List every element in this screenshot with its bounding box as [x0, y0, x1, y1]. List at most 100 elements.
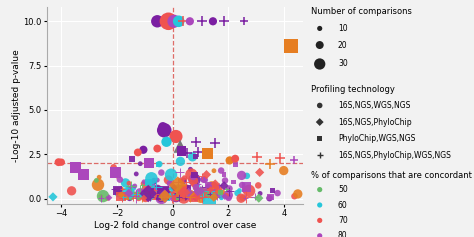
- Point: [209, 193, 217, 196]
- Point: [174, 186, 182, 189]
- Text: PhyloChip,WGS,NGS: PhyloChip,WGS,NGS: [338, 134, 415, 143]
- Point: [199, 193, 206, 196]
- Point: [139, 191, 147, 195]
- Point: [226, 189, 233, 193]
- Point: [218, 169, 225, 173]
- Point: [240, 19, 247, 23]
- Point: [164, 187, 172, 191]
- X-axis label: Log-2 fold change control over case: Log-2 fold change control over case: [94, 221, 256, 230]
- Point: [164, 193, 171, 197]
- Point: [147, 183, 155, 187]
- Point: [154, 178, 161, 182]
- Point: [118, 187, 126, 191]
- Point: [316, 120, 323, 124]
- Point: [167, 192, 174, 196]
- Point: [239, 196, 246, 200]
- Point: [179, 19, 187, 23]
- Point: [161, 192, 168, 196]
- Point: [191, 155, 199, 159]
- Point: [209, 189, 217, 193]
- Y-axis label: -Log-10 adjusted p-value: -Log-10 adjusted p-value: [12, 49, 21, 162]
- Point: [182, 196, 189, 200]
- Point: [174, 196, 182, 200]
- Point: [216, 187, 223, 191]
- Point: [191, 186, 199, 190]
- Point: [179, 196, 187, 199]
- Point: [178, 185, 185, 189]
- Point: [236, 189, 243, 192]
- Point: [155, 189, 162, 192]
- Point: [316, 43, 323, 47]
- Text: % of comparisons that are concordant: % of comparisons that are concordant: [311, 171, 472, 180]
- Point: [139, 194, 146, 198]
- Point: [168, 187, 175, 191]
- Point: [166, 182, 173, 185]
- Point: [197, 189, 205, 193]
- Point: [191, 194, 199, 198]
- Point: [125, 191, 132, 195]
- Point: [316, 137, 323, 141]
- Point: [211, 196, 219, 200]
- Point: [105, 196, 113, 200]
- Point: [204, 151, 211, 155]
- Point: [125, 191, 133, 195]
- Point: [209, 19, 217, 23]
- Point: [136, 190, 144, 193]
- Point: [210, 195, 218, 199]
- Point: [316, 203, 323, 207]
- Point: [104, 196, 111, 200]
- Point: [112, 171, 119, 175]
- Point: [226, 159, 233, 162]
- Point: [173, 196, 180, 200]
- Point: [178, 149, 185, 153]
- Point: [140, 180, 148, 184]
- Point: [203, 192, 211, 196]
- Point: [178, 179, 185, 182]
- Point: [110, 165, 118, 169]
- Point: [174, 180, 182, 184]
- Point: [274, 191, 282, 195]
- Point: [180, 189, 187, 192]
- Point: [97, 195, 105, 198]
- Point: [135, 195, 142, 199]
- Point: [176, 191, 183, 194]
- Point: [118, 187, 125, 191]
- Point: [201, 189, 208, 193]
- Point: [196, 196, 203, 200]
- Point: [157, 196, 165, 199]
- Text: 16S,NGS,WGS,NGS: 16S,NGS,WGS,NGS: [338, 101, 410, 110]
- Point: [290, 158, 297, 161]
- Point: [211, 196, 219, 200]
- Point: [201, 178, 209, 182]
- Point: [192, 192, 200, 196]
- Point: [181, 193, 189, 197]
- Point: [168, 195, 175, 198]
- Point: [177, 160, 184, 163]
- Point: [186, 19, 194, 23]
- Point: [196, 191, 204, 194]
- Point: [213, 194, 221, 198]
- Point: [193, 190, 201, 194]
- Point: [241, 188, 248, 192]
- Point: [131, 184, 138, 188]
- Point: [172, 190, 179, 194]
- Point: [164, 190, 171, 194]
- Point: [129, 196, 137, 200]
- Point: [146, 194, 153, 198]
- Point: [181, 196, 188, 200]
- Point: [266, 195, 274, 199]
- Point: [256, 170, 264, 174]
- Point: [116, 191, 123, 195]
- Point: [171, 186, 178, 189]
- Point: [221, 179, 229, 182]
- Point: [216, 190, 224, 194]
- Point: [149, 189, 156, 193]
- Point: [159, 192, 166, 196]
- Point: [164, 19, 172, 23]
- Point: [194, 193, 201, 197]
- Point: [149, 194, 156, 197]
- Point: [174, 193, 182, 197]
- Point: [188, 173, 195, 177]
- Point: [147, 176, 155, 180]
- Point: [157, 188, 165, 191]
